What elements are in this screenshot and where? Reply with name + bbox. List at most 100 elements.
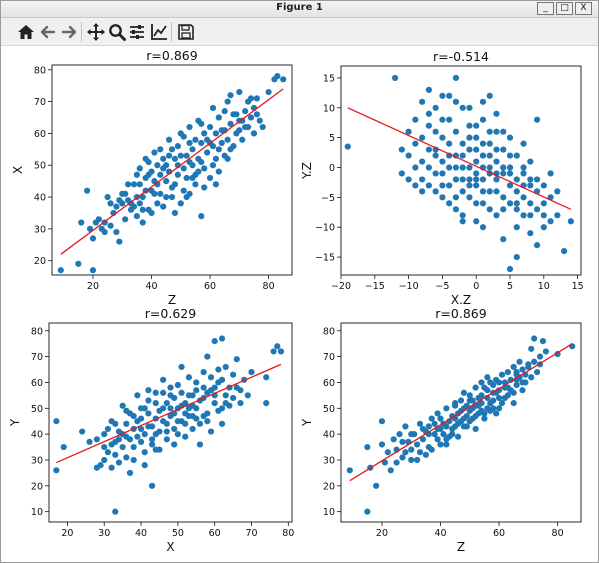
- data-point: [506, 152, 514, 159]
- data-point: [233, 356, 240, 363]
- maximize-button[interactable]: □: [556, 2, 573, 15]
- data-point: [218, 405, 226, 412]
- data-point: [79, 428, 86, 435]
- data-point: [425, 164, 432, 171]
- close-button[interactable]: X: [575, 2, 592, 15]
- panel-title: r=0.869: [146, 48, 197, 63]
- panel-title: r=0.629: [145, 306, 196, 321]
- y-tick-label: 60: [31, 378, 43, 389]
- data-point: [265, 88, 272, 96]
- data-point: [113, 203, 120, 210]
- data-point: [513, 206, 520, 213]
- data-point: [466, 176, 473, 183]
- home-icon[interactable]: [16, 22, 36, 42]
- data-point: [446, 92, 453, 99]
- configure-subplots-icon[interactable]: [127, 22, 147, 42]
- x-tick-label: 10: [538, 281, 550, 292]
- data-point: [248, 369, 255, 376]
- data-point: [399, 438, 406, 445]
- data-point: [141, 449, 148, 456]
- pan-icon[interactable]: [86, 22, 106, 42]
- data-point: [204, 149, 211, 156]
- data-point: [446, 182, 453, 189]
- data-point: [519, 387, 526, 394]
- data-point: [531, 335, 538, 342]
- data-point: [123, 433, 130, 440]
- zoom-icon[interactable]: [107, 22, 127, 42]
- minimize-button[interactable]: _: [537, 2, 554, 15]
- title-bar: Figure 1 _ □ X: [1, 1, 598, 18]
- data-point: [473, 200, 480, 207]
- data-point: [189, 412, 196, 420]
- forward-arrow-icon[interactable]: [59, 22, 79, 42]
- data-point: [500, 236, 507, 243]
- data-point: [227, 146, 234, 153]
- data-point: [493, 128, 500, 135]
- data-point: [222, 400, 229, 407]
- data-point: [527, 212, 534, 219]
- toolbar-separator: [81, 22, 82, 42]
- x-tick-label: 40: [135, 528, 147, 539]
- data-point: [419, 436, 427, 443]
- data-point: [519, 366, 526, 373]
- data-point: [145, 410, 152, 417]
- x-tick-label: 70: [245, 528, 257, 539]
- data-point: [211, 337, 218, 345]
- data-point: [446, 164, 453, 171]
- data-point: [425, 122, 432, 129]
- data-point: [466, 164, 473, 171]
- regression-line: [56, 363, 282, 464]
- data-point: [198, 120, 205, 127]
- data-point: [53, 467, 60, 474]
- y-tick-label: 50: [31, 404, 43, 415]
- data-point: [473, 134, 480, 141]
- data-point: [152, 400, 159, 407]
- data-point: [567, 218, 574, 225]
- data-point: [501, 394, 508, 402]
- data-point: [460, 415, 468, 422]
- data-point: [218, 127, 225, 134]
- data-point: [229, 371, 237, 378]
- data-point: [533, 176, 541, 183]
- data-point: [472, 425, 479, 433]
- data-point: [452, 98, 460, 105]
- data-point: [160, 155, 167, 162]
- data-point: [104, 449, 112, 456]
- data-point: [204, 389, 211, 396]
- data-point: [186, 139, 193, 147]
- data-point: [513, 200, 520, 207]
- data-point: [393, 459, 400, 466]
- data-point: [481, 384, 488, 391]
- y-tick-label: 40: [323, 430, 335, 441]
- figure-canvas[interactable]: 20 40 60 80 20 30 40 50 60 70 80 r=0.869 Z X −20 −15 −10…: [1, 46, 598, 562]
- data-point: [160, 418, 167, 425]
- data-point: [431, 420, 438, 427]
- save-icon[interactable]: [176, 22, 196, 42]
- data-point: [412, 164, 419, 171]
- y-tick-label: −15: [315, 253, 335, 264]
- data-point: [165, 136, 173, 143]
- edit-axis-icon[interactable]: [149, 22, 169, 42]
- data-point: [507, 376, 514, 383]
- data-point: [473, 182, 480, 189]
- data-point: [425, 182, 432, 189]
- data-point: [486, 152, 493, 159]
- data-point: [457, 397, 465, 404]
- data-point: [419, 134, 426, 141]
- data-point: [513, 381, 520, 389]
- data-point: [108, 441, 115, 448]
- y-axis-label: Y: [300, 418, 314, 427]
- data-point: [113, 228, 120, 236]
- data-point: [500, 170, 507, 177]
- data-point: [101, 431, 108, 438]
- data-point: [101, 456, 108, 464]
- data-point: [520, 164, 527, 171]
- data-point: [212, 130, 219, 137]
- data-point: [432, 128, 439, 135]
- data-point: [422, 451, 429, 458]
- data-point: [486, 188, 493, 195]
- data-point: [452, 176, 460, 183]
- back-arrow-icon[interactable]: [38, 22, 58, 42]
- data-point: [180, 187, 187, 194]
